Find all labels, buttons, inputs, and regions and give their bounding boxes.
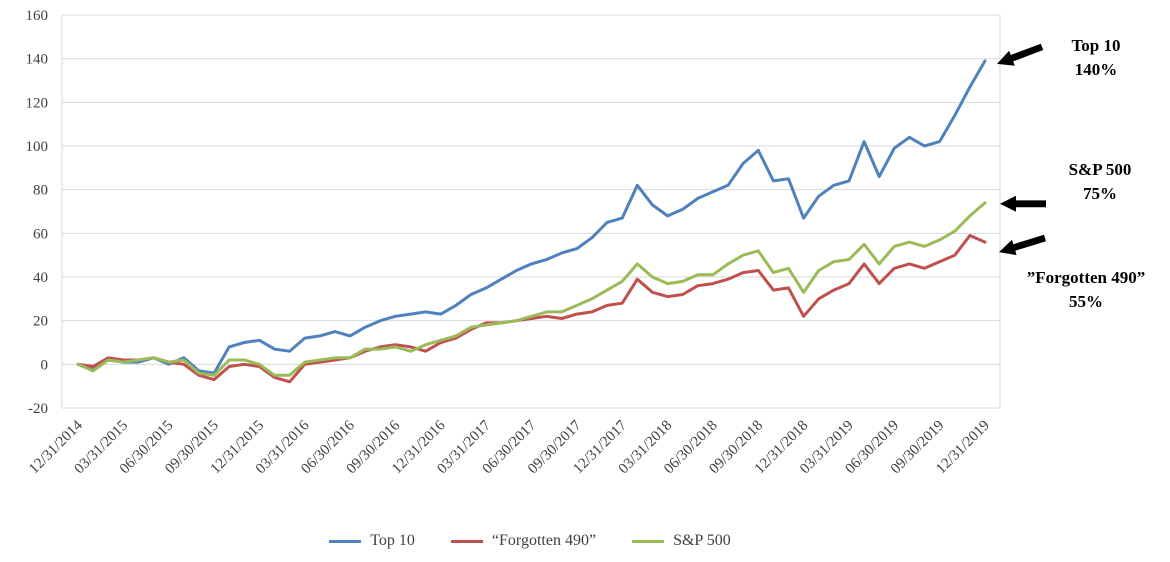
legend-label-sp500: S&P 500 [673, 532, 731, 549]
legend-swatch-top10 [329, 539, 362, 543]
svg-text:100: 100 [26, 139, 49, 155]
svg-text:40: 40 [33, 270, 48, 286]
arrow-forgotten490 [999, 234, 1046, 256]
svg-text:60: 60 [33, 226, 48, 242]
legend-item-top10[interactable]: Top 10 [329, 532, 415, 550]
annotation-sp500: S&P 500 75% [1034, 158, 1166, 206]
annotation-forgotten490-label: ”Forgotten 490” [1026, 268, 1146, 287]
legend: Top 10 “Forgotten 490” S&P 500 [0, 532, 1060, 550]
annotation-forgotten490: ”Forgotten 490” 55% [1002, 266, 1170, 314]
x-axis-labels: 12/31/201403/31/201506/30/201509/30/2015… [26, 417, 993, 477]
legend-swatch-sp500 [632, 539, 665, 543]
legend-item-sp500[interactable]: S&P 500 [632, 532, 731, 550]
annotation-sp500-value: 75% [1083, 183, 1117, 203]
svg-text:20: 20 [33, 314, 48, 330]
arrow-sp500 [1000, 195, 1046, 212]
series-line-2 [76, 201, 987, 377]
annotation-top10: Top 10 140% [1030, 34, 1162, 82]
annotation-top10-label: Top 10 [1071, 36, 1121, 55]
annotation-sp500-label: S&P 500 [1068, 160, 1132, 179]
legend-item-forgotten490[interactable]: “Forgotten 490” [450, 532, 597, 550]
svg-text:140: 140 [26, 52, 49, 68]
series-line-1 [76, 234, 987, 384]
svg-text:120: 120 [26, 95, 49, 111]
annotation-forgotten490-value: 55% [1069, 291, 1103, 311]
svg-text:-20: -20 [28, 401, 48, 417]
legend-label-forgotten490: “Forgotten 490” [491, 532, 597, 549]
annotation-top10-value: 140% [1074, 59, 1118, 79]
gridlines [61, 14, 1001, 409]
legend-label-top10: Top 10 [370, 532, 415, 549]
series-line-0 [76, 59, 987, 375]
svg-text:80: 80 [33, 183, 48, 199]
legend-swatch-forgotten490 [450, 539, 483, 543]
svg-text:0: 0 [41, 357, 49, 373]
y-axis-labels: 160 140 120 100 80 60 40 20 0 -20 [26, 8, 49, 417]
arrow-top10 [997, 43, 1044, 66]
svg-text:160: 160 [26, 8, 49, 24]
